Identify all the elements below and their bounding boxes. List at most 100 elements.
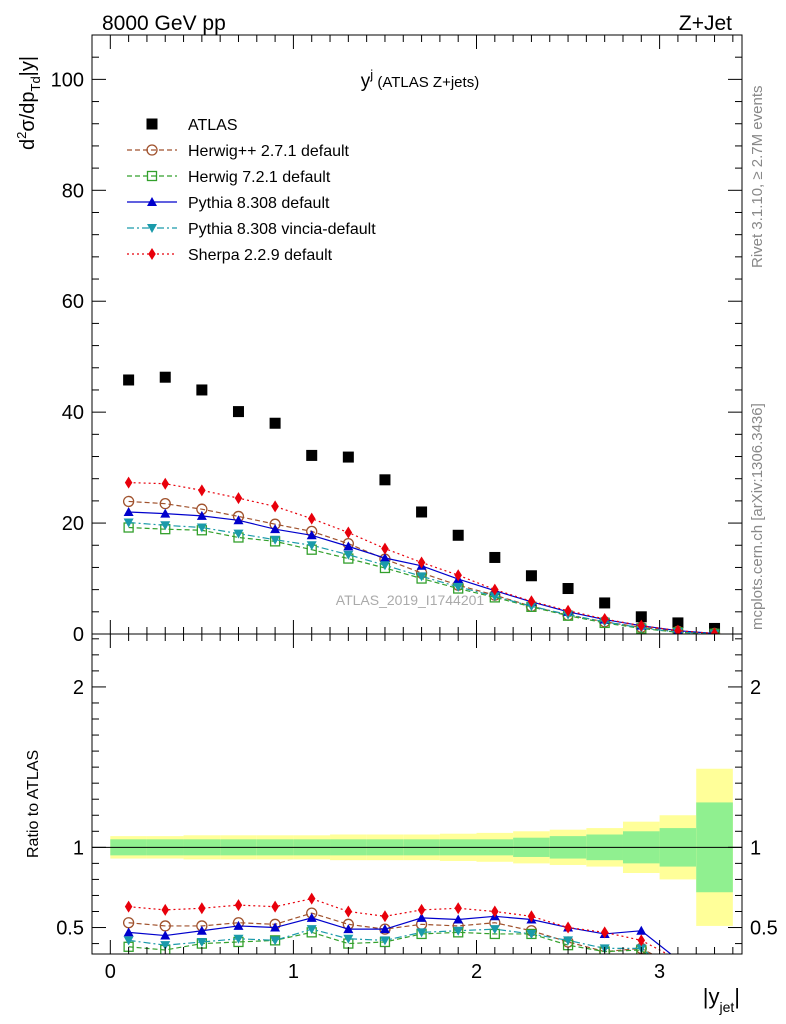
main-data-point — [600, 613, 609, 626]
xlabel-main: |y — [703, 984, 720, 1009]
ratio-data-point — [234, 899, 243, 912]
ratio-data-point — [677, 953, 679, 954]
ratio-data-point — [563, 936, 574, 946]
ylabel-mid: σ/dp — [17, 91, 39, 131]
ratio-data-point — [198, 902, 206, 915]
legend: ATLAS Herwig++ 2.7.1 default Herwig 7.2.1 … — [127, 117, 376, 264]
ratio-data-point — [417, 903, 426, 916]
header-process-label: Z+Jet — [679, 12, 732, 35]
main-data-point — [306, 530, 317, 540]
main-y-tick-label: 100 — [51, 69, 84, 91]
ratio-data-point — [196, 937, 207, 947]
main-data-point — [124, 476, 133, 489]
main-data-point — [269, 417, 281, 429]
ylabel-sub: Td — [28, 76, 43, 91]
main-data-point — [196, 384, 208, 396]
ylabel-sup: 2 — [14, 132, 29, 139]
rivet-version-label: Rivet 3.1.10, ≥ 2.7M events — [749, 86, 766, 269]
legend-entry: Herwig++ 2.7.1 default — [127, 143, 350, 160]
main-data-point — [489, 551, 501, 563]
main-data-point — [527, 595, 536, 608]
ratio-data-point — [454, 902, 462, 915]
legend-marker — [147, 224, 157, 233]
legend-marker — [146, 144, 158, 156]
ratio-data-point — [196, 925, 207, 935]
ratio-data-point — [124, 900, 133, 913]
legend-entry: Herwig 7.2.1 default — [127, 169, 331, 186]
main-data-point — [198, 484, 206, 497]
ratio-series-line — [128, 928, 650, 954]
title-rest: (ATLAS Z+jets) — [373, 74, 479, 91]
ratio-series-0 — [122, 907, 683, 973]
ratio-data-point — [160, 930, 171, 940]
main-data-point — [379, 553, 390, 563]
ratio-data-point — [526, 929, 537, 939]
main-series-3 — [123, 506, 718, 634]
main-data-point — [525, 570, 537, 582]
main-data-point — [234, 492, 243, 505]
ratio-data-point — [489, 925, 500, 935]
ratio-plot-frame — [91, 633, 743, 955]
main-data-point — [452, 529, 464, 541]
main-data-point — [489, 592, 500, 602]
main-data-point — [232, 406, 244, 418]
legend-label: Herwig 7.2.1 default — [188, 169, 331, 186]
ylabel-end: |y| — [17, 56, 39, 76]
main-data-point — [637, 619, 646, 632]
main-data-point — [233, 529, 244, 539]
main-data-point — [381, 542, 389, 555]
main-series-line — [128, 521, 715, 634]
ratio-panel: 0.5 0.5 1 1 2 2 0 1 2 3 Ratio to ATLAS |yjet| — [25, 633, 778, 1015]
main-data-point — [160, 521, 171, 531]
main-data-point — [416, 572, 427, 582]
main-data-point — [123, 506, 134, 516]
main-data-point — [672, 617, 684, 629]
legend-marker — [148, 248, 156, 260]
ratio-data-point — [160, 941, 171, 951]
main-data-point — [161, 477, 169, 490]
ratio-data-point — [306, 925, 317, 935]
main-data-point — [416, 506, 428, 518]
main-data-point — [564, 604, 572, 617]
ratio-data-point — [491, 905, 499, 918]
ratio-data-point — [343, 934, 354, 944]
main-data-point — [379, 561, 390, 571]
ratio-data-point — [673, 972, 683, 981]
main-data-point — [562, 583, 574, 595]
ratio-data-point — [564, 921, 572, 934]
title-superscript: j — [369, 67, 373, 82]
ratio-data-point — [636, 925, 647, 935]
xlabel-sub: jet — [718, 999, 734, 1015]
ratio-series-3 — [123, 925, 683, 981]
main-data-point — [417, 556, 426, 569]
main-y-tick-label: 80 — [62, 180, 84, 202]
main-data-point — [635, 611, 647, 623]
ratio-y-axis-label: Ratio to ATLAS — [25, 750, 42, 858]
main-data-point — [379, 474, 391, 486]
main-data-point — [196, 523, 207, 533]
legend-label: Sherpa 2.2.9 default — [188, 247, 333, 264]
ratio-data-point — [673, 963, 683, 973]
ratio-series-1 — [123, 927, 647, 954]
ratio-y-tick-label: 2 — [73, 677, 84, 699]
ratio-y-tick-label: 1 — [73, 837, 84, 859]
main-data-point — [270, 524, 281, 534]
ratio-data-point — [416, 928, 427, 938]
x-tick-label: 0 — [105, 961, 116, 983]
main-y-axis-label: d2σ/dpTd|y| — [14, 56, 43, 150]
x-tick-label: 1 — [288, 961, 299, 983]
ratio-series-line — [128, 912, 654, 954]
legend-entry: Pythia 8.308 vincia-default — [127, 221, 376, 238]
main-data-point — [196, 510, 207, 520]
ratio-y-tick-label: 0.5 — [56, 918, 84, 940]
ratio-data-point — [306, 912, 317, 922]
main-data-point — [159, 371, 171, 383]
main-data-point — [342, 451, 354, 463]
ratio-data-point — [673, 955, 683, 964]
ratio-data-point — [161, 903, 169, 916]
main-data-point — [307, 512, 316, 525]
ratio-y-tick-label-right: 1 — [750, 837, 761, 859]
main-data-point — [270, 535, 281, 545]
title-main: y — [361, 71, 371, 92]
ratio-data-point — [416, 912, 427, 922]
